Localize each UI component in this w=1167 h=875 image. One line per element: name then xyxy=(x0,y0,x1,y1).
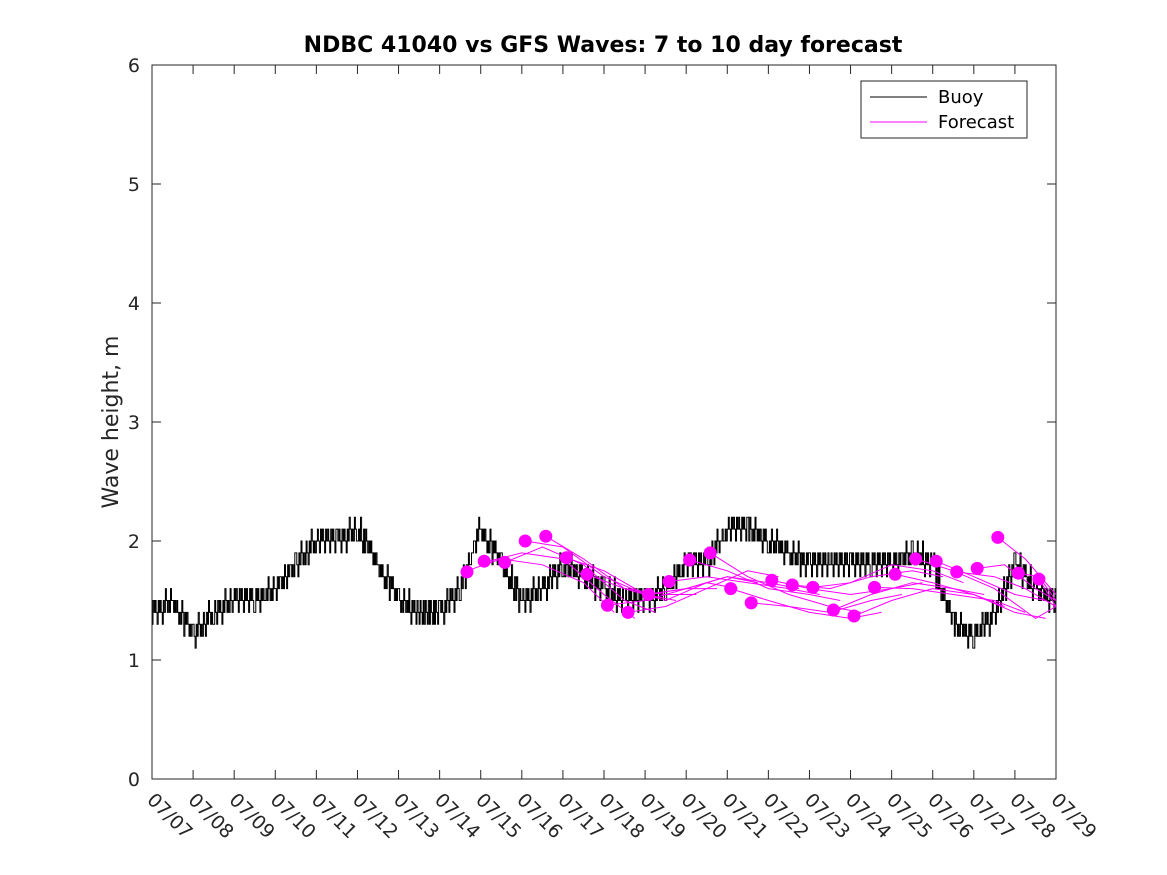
forecast-line xyxy=(504,546,656,613)
forecast-line xyxy=(525,540,676,601)
forecast-marker xyxy=(765,573,779,587)
legend-label-forecast: Forecast xyxy=(938,112,1014,133)
forecast-line xyxy=(874,586,1026,613)
forecast-marker xyxy=(477,554,491,568)
forecast-line xyxy=(812,564,964,588)
forecast-line xyxy=(627,570,779,613)
forecast-marker xyxy=(662,575,676,588)
forecast-marker xyxy=(460,565,474,579)
y-tick-labels: 0 1 2 3 4 5 6 xyxy=(128,55,140,791)
forecast-marker xyxy=(580,567,594,581)
y-tick-label: 1 xyxy=(128,650,140,672)
forecast-marker xyxy=(559,551,573,565)
forecast-marker xyxy=(991,530,1005,544)
forecast-line xyxy=(997,537,1057,595)
y-tick-label: 3 xyxy=(128,412,140,434)
forecast-marker xyxy=(929,554,943,568)
buoy-line xyxy=(152,516,1057,649)
forecast-marker xyxy=(868,580,881,594)
forecast-marker xyxy=(970,561,984,575)
forecast-marker xyxy=(518,534,532,548)
forecast-line xyxy=(894,573,1046,619)
forecast-marker xyxy=(600,598,614,612)
forecast-marker xyxy=(744,596,758,610)
y-tick-label: 4 xyxy=(128,293,140,315)
legend: Buoy Forecast xyxy=(860,80,1028,139)
y-tick-label: 5 xyxy=(128,174,140,196)
forecast-line xyxy=(833,582,985,611)
forecast-marker xyxy=(724,582,738,596)
forecast-marker xyxy=(703,546,717,560)
forecast-marker xyxy=(888,567,902,581)
forecast-marker xyxy=(826,603,840,617)
forecast-marker xyxy=(847,609,861,623)
y-tick-label: 6 xyxy=(128,55,140,77)
y-axis-label: Wave height, m xyxy=(99,336,124,509)
y-tick-label: 0 xyxy=(128,769,140,791)
forecast-line xyxy=(689,559,841,601)
forecast-marker xyxy=(498,555,512,569)
buoy-series xyxy=(152,516,1057,649)
legend-box xyxy=(860,80,1028,139)
forecast-marker xyxy=(806,580,820,594)
forecast-marker xyxy=(642,588,655,601)
forecast-line xyxy=(669,576,820,595)
plot-area xyxy=(151,64,1057,780)
chart-title: NDBC 41040 vs GFS Waves: 7 to 10 day for… xyxy=(304,33,903,58)
y-tick-label: 2 xyxy=(128,531,140,553)
forecast-line xyxy=(730,588,882,619)
forecast-marker xyxy=(1032,572,1046,586)
forecast-marker xyxy=(950,565,964,579)
forecast-series xyxy=(460,529,1057,623)
forecast-marker xyxy=(785,578,799,592)
forecast-marker xyxy=(683,553,697,567)
axis-ticks xyxy=(151,64,1057,780)
forecast-marker xyxy=(909,552,923,566)
forecast-marker xyxy=(621,605,635,619)
forecast-line xyxy=(915,558,1057,619)
forecast-marker xyxy=(1011,566,1025,580)
forecast-marker xyxy=(539,529,553,543)
forecast-line xyxy=(709,552,861,613)
legend-label-buoy: Buoy xyxy=(938,87,984,108)
forecast-line xyxy=(648,576,800,595)
